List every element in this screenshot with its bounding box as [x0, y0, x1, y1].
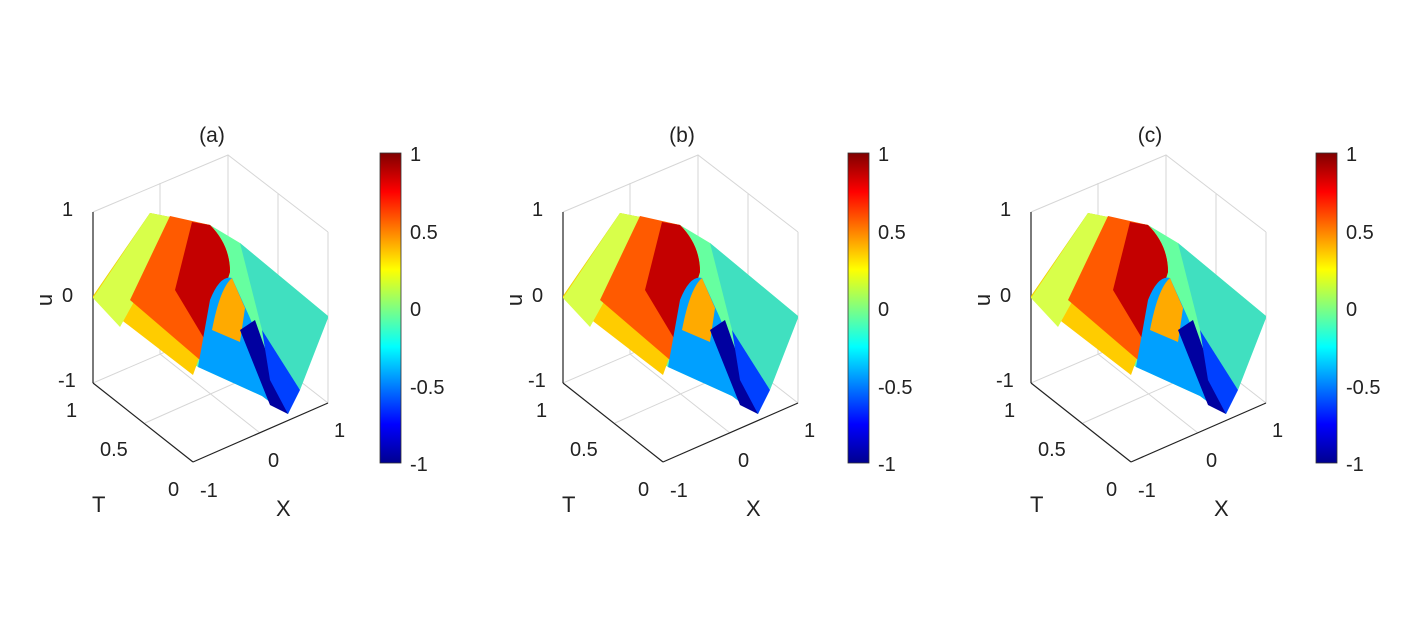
tick-label: 0.5 [100, 439, 128, 461]
x-ticks: -1 0 1 [200, 420, 345, 502]
tick-label: 1 [1272, 420, 1283, 442]
panel-title: (b) [669, 124, 695, 147]
x-ticks: -1 0 1 [1138, 420, 1283, 502]
tick-label: 1 [334, 420, 345, 442]
floor-grid [629, 353, 731, 434]
panel-c: (c) 1 0 [970, 124, 1380, 521]
panel-title: (c) [1138, 124, 1163, 147]
back-grid [92, 154, 329, 233]
back-grid [1030, 154, 1267, 233]
z-axis-label: u [32, 294, 57, 306]
surface-hump [212, 278, 245, 342]
tick-label: 0 [1000, 285, 1011, 307]
x-axis-line [662, 402, 799, 463]
colorbar-tick: 0.5 [1346, 222, 1374, 244]
surface-right-upper [710, 243, 798, 390]
tick-label: 0 [532, 285, 543, 307]
tick-label: 1 [62, 199, 73, 221]
t-axis-label: T [562, 492, 575, 517]
colorbar-tick: 0.5 [410, 222, 438, 244]
z-ticks: 1 0 -1 [996, 199, 1014, 392]
tick-label: -1 [200, 480, 218, 502]
x-axis-line [1130, 402, 1267, 463]
t-axis-label: T [92, 492, 105, 517]
tick-label: -1 [1138, 480, 1156, 502]
x-axis-line [192, 402, 329, 463]
colorbar-tick: 0 [1346, 299, 1357, 321]
colorbar-gradient [1315, 152, 1338, 464]
tick-label: 0 [1206, 450, 1217, 472]
colorbar-tick: 1 [878, 144, 889, 166]
tick-label: 1 [1004, 400, 1015, 422]
x-axis-label: X [276, 496, 291, 521]
panel-b: (b) 1 0 [502, 124, 912, 521]
tick-label: -1 [996, 370, 1014, 392]
surface-hump [682, 278, 715, 342]
colorbar-tick: -0.5 [878, 377, 912, 399]
z-ticks: 1 0 -1 [528, 199, 546, 392]
surface-plot [93, 213, 328, 414]
t-axis-label: T [1030, 492, 1043, 517]
colorbar-tick: 1 [410, 144, 421, 166]
x-ticks: -1 0 1 [670, 420, 815, 502]
tick-label: 1 [1000, 199, 1011, 221]
tick-label: 0 [268, 450, 279, 472]
surface-right-mid [1200, 330, 1238, 414]
colorbar-gradient [379, 152, 402, 464]
tick-label: 0 [1106, 479, 1117, 501]
tick-label: 1 [532, 199, 543, 221]
surface-hump [1150, 278, 1183, 342]
surface-plot [563, 213, 798, 414]
tick-label: -1 [58, 370, 76, 392]
colorbar-tick: 0 [410, 299, 421, 321]
surface-right-mid [262, 330, 300, 414]
t-axis-line [1030, 382, 1132, 463]
t-ticks: 1 0.5 0 [1004, 400, 1117, 501]
colorbar-tick: -1 [410, 454, 428, 476]
back-grid [562, 154, 799, 233]
colorbar: 1 0.5 0 -0.5 -1 [847, 144, 912, 476]
tick-label: 1 [536, 400, 547, 422]
tick-label: 0.5 [570, 439, 598, 461]
surface-right-upper [240, 243, 328, 390]
tick-label: 1 [66, 400, 77, 422]
surface-right-upper [1178, 243, 1266, 390]
tick-label: 0 [62, 285, 73, 307]
tick-label: -1 [670, 480, 688, 502]
t-ticks: 1 0.5 0 [536, 400, 649, 501]
colorbar-tick: -0.5 [410, 377, 444, 399]
z-axis-label: u [970, 294, 995, 306]
colorbar-tick: -1 [1346, 454, 1364, 476]
colorbar: 1 0.5 0 -0.5 -1 [379, 144, 444, 476]
colorbar-tick: -1 [878, 454, 896, 476]
x-axis-label: X [746, 496, 761, 521]
tick-label: 0 [168, 479, 179, 501]
panel-title: (a) [199, 124, 225, 147]
t-ticks: 1 0.5 0 [66, 400, 179, 501]
colorbar: 1 0.5 0 -0.5 -1 [1315, 144, 1380, 476]
tick-label: 0 [738, 450, 749, 472]
surface-plot [1031, 213, 1266, 414]
t-axis-line [562, 382, 664, 463]
colorbar-gradient [847, 152, 870, 464]
tick-label: 0.5 [1038, 439, 1066, 461]
t-axis-line [92, 382, 194, 463]
tick-label: -1 [528, 370, 546, 392]
colorbar-tick: 0 [878, 299, 889, 321]
tick-label: 0 [638, 479, 649, 501]
panel-a: (a) 1 0 [32, 124, 444, 521]
surface-right-mid [732, 330, 770, 414]
colorbar-tick: 1 [1346, 144, 1357, 166]
z-ticks: 1 0 -1 [58, 199, 76, 392]
floor-grid [1097, 353, 1199, 434]
colorbar-tick: -0.5 [1346, 377, 1380, 399]
tick-label: 1 [804, 420, 815, 442]
z-axis-label: u [502, 294, 527, 306]
colorbar-tick: 0.5 [878, 222, 906, 244]
floor-grid [159, 353, 261, 434]
x-axis-label: X [1214, 496, 1229, 521]
